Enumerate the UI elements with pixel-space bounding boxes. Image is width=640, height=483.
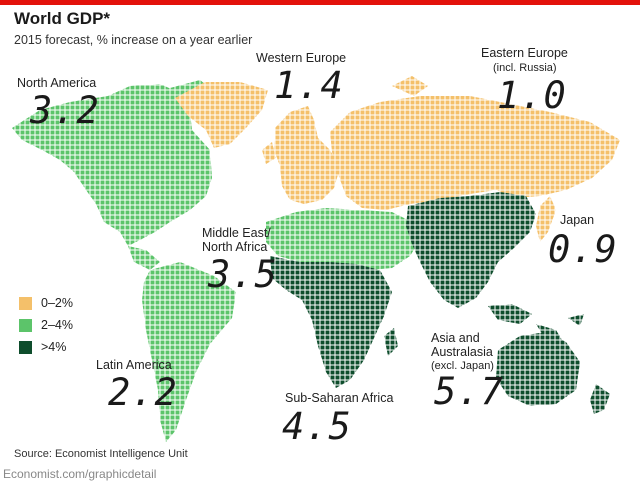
source-note: Source: Economist Intelligence Unit [14,448,188,460]
region-value-asia: 5.7 [434,370,504,413]
legend-swatch-high [19,340,32,354]
region-name-eastern-europe: Eastern Europe [481,46,568,60]
region-note-eastern-europe: (incl. Russia) [493,62,557,74]
region-name-sub-saharan-africa: Sub-Saharan Africa [285,391,394,405]
region-value-middle-east: 3.5 [208,253,278,296]
accent-bar [0,0,640,5]
legend: 0–2% 2–4% >4% [19,292,73,358]
legend-item-low: 0–2% [19,292,73,314]
map-grid-overlay [0,60,640,460]
region-name-north-america: North America [17,76,97,90]
region-value-japan: 0.9 [548,228,618,271]
region-name-japan: Japan [560,213,595,227]
region-name-western-europe: Western Europe [256,51,347,65]
region-name-asia-line1: Asia and [431,331,480,345]
legend-label-mid: 2–4% [41,318,73,332]
page-title: World GDP* [14,9,111,28]
region-name-middle-east-line1: Middle East/ [202,226,271,240]
legend-swatch-mid [19,318,32,332]
legend-item-mid: 2–4% [19,314,73,336]
region-name-asia-line2: Australasia [431,345,493,359]
region-note-asia: (excl. Japan) [431,360,494,372]
region-name-middle-east-line2: North Africa [202,240,268,254]
legend-swatch-low [19,296,32,310]
region-value-latin-america: 2.2 [108,371,178,414]
legend-item-high: >4% [19,336,73,358]
page-subtitle: 2015 forecast, % increase on a year earl… [14,33,253,47]
credit-link[interactable]: Economist.com/graphicdetail [3,467,157,481]
legend-label-low: 0–2% [41,296,73,310]
region-value-eastern-europe: 1.0 [497,74,567,117]
legend-label-high: >4% [41,340,67,354]
region-value-sub-saharan-africa: 4.5 [282,405,352,448]
region-value-north-america: 3.2 [30,89,100,132]
region-value-western-europe: 1.4 [274,64,344,107]
region-name-latin-america: Latin America [96,358,172,372]
